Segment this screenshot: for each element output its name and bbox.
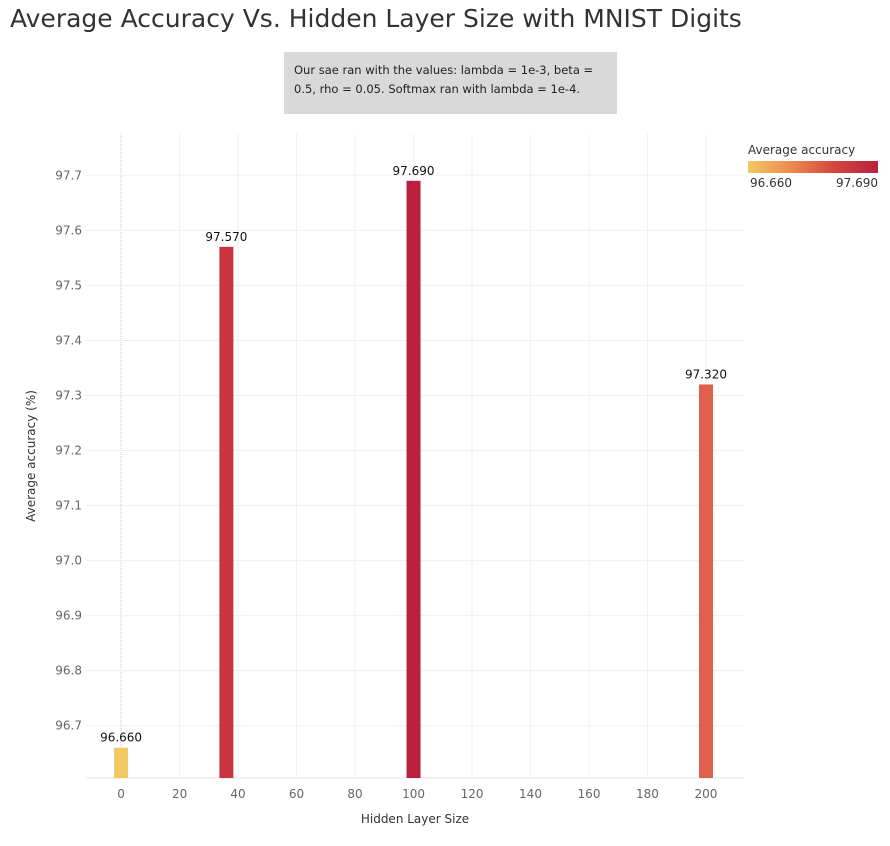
legend-gradient-bar [748, 161, 878, 173]
legend-title: Average accuracy [748, 143, 856, 157]
y-tick-label: 97.2 [55, 443, 82, 457]
bar-value-label: 97.690 [393, 164, 435, 178]
color-legend: Average accuracy 96.660 97.690 [748, 143, 883, 192]
legend-labels: 96.660 97.690 [748, 176, 883, 192]
x-tick-label: 160 [578, 787, 601, 801]
bar-value-label: 96.660 [100, 731, 142, 745]
y-tick-label: 96.8 [55, 664, 82, 678]
x-tick-label: 140 [519, 787, 542, 801]
y-tick-label: 96.7 [55, 719, 82, 733]
annotation-note: Our sae ran with the values: lambda = 1e… [284, 52, 617, 114]
bars: 96.660 97.570 97.690 97.320 [100, 164, 727, 779]
y-axis-title: Average accuracy (%) [24, 390, 38, 522]
y-tick-label: 97.6 [55, 223, 82, 237]
chart-title: Average Accuracy Vs. Hidden Layer Size w… [10, 4, 742, 33]
y-tick-label: 97.1 [55, 499, 82, 513]
x-tick-label: 20 [172, 787, 187, 801]
bar-value-label: 97.570 [205, 230, 247, 244]
legend-min-label: 96.660 [750, 176, 792, 190]
x-tick-label: 100 [402, 787, 425, 801]
x-tick-label: 120 [461, 787, 484, 801]
y-tick-label: 97.0 [55, 554, 82, 568]
legend-max-label: 97.690 [836, 176, 878, 190]
x-tick-label: 40 [230, 787, 245, 801]
y-axis-ticks: 96.7 96.8 96.9 97.0 97.1 97.2 97.3 97.4 97.5 97.6… [55, 168, 82, 732]
x-tick-label: 200 [695, 787, 718, 801]
bar-value-label: 97.320 [685, 367, 727, 381]
x-tick-label: 0 [117, 787, 125, 801]
x-tick-label: 180 [636, 787, 659, 801]
bar[interactable] [698, 384, 713, 778]
x-axis-title: Hidden Layer Size [361, 812, 469, 826]
bar[interactable] [114, 747, 129, 778]
bar[interactable] [219, 246, 234, 779]
y-tick-label: 97.4 [55, 333, 82, 347]
y-tick-label: 97.3 [55, 388, 82, 402]
y-tick-label: 97.7 [55, 168, 82, 182]
y-tick-label: 96.9 [55, 609, 82, 623]
x-tick-label: 80 [347, 787, 362, 801]
bar[interactable] [406, 180, 421, 779]
x-axis-ticks: 0 20 40 60 80 100 120 140 160 180 200 [117, 787, 717, 801]
x-tick-label: 60 [289, 787, 304, 801]
y-tick-label: 97.5 [55, 278, 82, 292]
